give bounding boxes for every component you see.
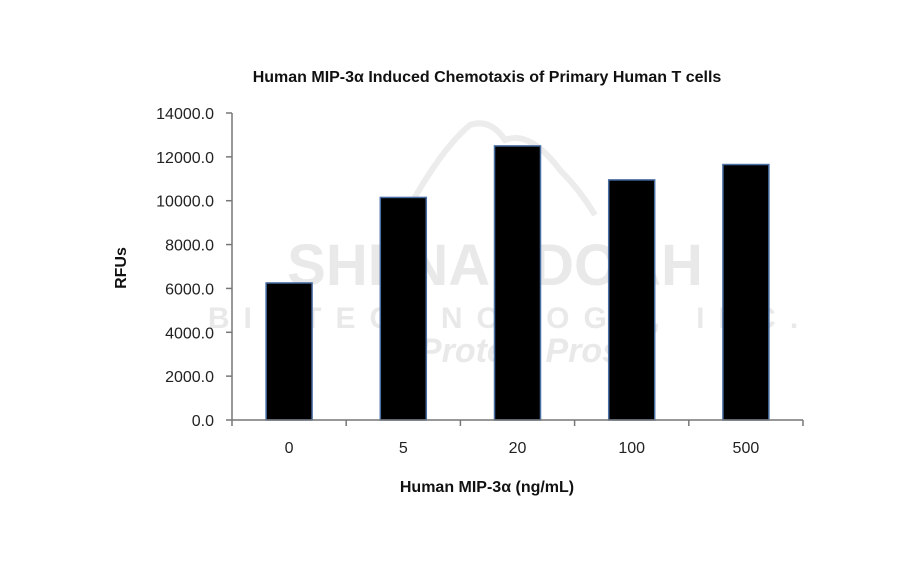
watermark-mountain-icon bbox=[402, 120, 598, 217]
x-tick-label: 0 bbox=[285, 440, 294, 457]
y-tick-label: 8000.0 bbox=[165, 238, 214, 255]
x-tick-label: 100 bbox=[618, 440, 645, 457]
bar-20 bbox=[493, 145, 542, 421]
x-tick-label: 500 bbox=[733, 440, 760, 457]
y-axis-label: RFUs bbox=[113, 247, 130, 289]
x-axis-label: Human MIP-3α (ng/mL) bbox=[400, 479, 574, 496]
x-tick-label: 5 bbox=[399, 440, 408, 457]
bars bbox=[265, 145, 770, 421]
y-tick-label: 12000.0 bbox=[156, 150, 214, 167]
bar-0 bbox=[265, 282, 313, 421]
y-tick-label: 4000.0 bbox=[165, 325, 214, 342]
y-tick-label: 0.0 bbox=[192, 413, 214, 430]
bar-5 bbox=[379, 196, 428, 421]
y-tick-label: 14000.0 bbox=[156, 106, 214, 123]
y-axis-ticks: 0.0 2000.0 4000.0 6000.0 8000.0 10000.0 12000.… bbox=[156, 106, 232, 430]
bar-500 bbox=[722, 163, 770, 421]
y-tick-label: 6000.0 bbox=[165, 281, 214, 298]
chart-title: Human MIP-3α Induced Chemotaxis of Prima… bbox=[253, 69, 722, 86]
y-tick-label: 10000.0 bbox=[156, 194, 214, 211]
y-tick-label: 2000.0 bbox=[165, 369, 214, 386]
x-axis-ticks: 0 5 20 100 500 bbox=[231, 420, 804, 457]
x-tick-label: 20 bbox=[509, 440, 527, 457]
bar-100 bbox=[607, 179, 656, 421]
